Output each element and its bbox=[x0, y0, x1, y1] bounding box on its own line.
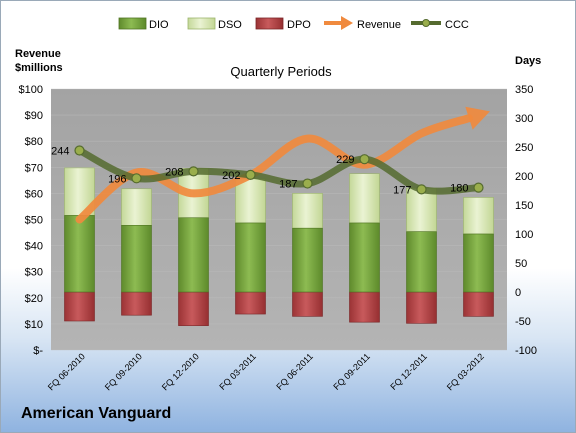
right-axis-tick-label: 100 bbox=[515, 229, 533, 241]
left-axis-title-line2: $millions bbox=[15, 62, 63, 74]
ccc-data-label: 180 bbox=[450, 183, 468, 195]
ccc-point bbox=[188, 166, 199, 177]
left-axis-tick-label: $100 bbox=[19, 84, 43, 96]
left-axis-tick-label: $90 bbox=[25, 110, 43, 122]
bar-dpo bbox=[235, 291, 266, 315]
right-axis-tick-label: 200 bbox=[515, 171, 533, 183]
right-axis-tick-label: -100 bbox=[515, 345, 537, 357]
category-label: FQ 09-2011 bbox=[331, 351, 372, 392]
ccc-point bbox=[359, 154, 370, 165]
right-axis-title: Days bbox=[515, 55, 541, 67]
bar-dso bbox=[121, 188, 152, 226]
bar-dio bbox=[406, 231, 437, 293]
bar-dpo bbox=[178, 291, 209, 326]
ccc-point bbox=[74, 145, 85, 156]
ccc-point bbox=[245, 169, 256, 180]
bar-dpo bbox=[406, 291, 437, 324]
bar-dso bbox=[292, 193, 323, 229]
legend-item-ccc: CCC bbox=[411, 19, 469, 31]
bar-dpo bbox=[292, 291, 323, 317]
bar-dio bbox=[178, 217, 209, 293]
category-label: FQ 03-2012 bbox=[445, 351, 486, 392]
company-name: American Vanguard bbox=[21, 405, 172, 422]
revenue-arrowhead-icon bbox=[465, 106, 490, 130]
right-axis-tick-label: 250 bbox=[515, 142, 533, 154]
category-label: FQ 12-2010 bbox=[160, 351, 201, 392]
legend-item-dio: DIO bbox=[118, 17, 169, 31]
right-axis-tick-label: 150 bbox=[515, 200, 533, 212]
ccc-data-label: 208 bbox=[165, 166, 183, 178]
left-axis-tick-label: $80 bbox=[25, 136, 43, 148]
ccc-point bbox=[473, 182, 484, 193]
bar-dso bbox=[349, 173, 380, 224]
right-axis-tick-label: 0 bbox=[515, 287, 521, 299]
ccc-data-label: 202 bbox=[222, 170, 240, 182]
right-axis-ticks: -100 -50 0 50 100 150 200 250 300 350 bbox=[515, 84, 537, 357]
legend-swatch-dpo bbox=[255, 17, 284, 30]
left-axis-tick-label: $10 bbox=[25, 319, 43, 331]
left-axis-tick-label: $30 bbox=[25, 267, 43, 279]
left-axis-tick-label: $40 bbox=[25, 241, 43, 253]
bar-dpo bbox=[121, 291, 152, 316]
bar-dpo bbox=[64, 291, 95, 322]
legend: DIO DSO DPO Revenue CCC bbox=[118, 16, 469, 31]
legend-swatch-dso bbox=[187, 17, 216, 30]
category-label: FQ 06-2010 bbox=[46, 351, 87, 392]
line-series bbox=[74, 106, 490, 224]
left-axis-tick-label: $60 bbox=[25, 188, 43, 200]
category-label: FQ 06-2011 bbox=[274, 351, 315, 392]
category-label: FQ 09-2010 bbox=[103, 351, 144, 392]
ccc-data-label: 244 bbox=[51, 145, 69, 157]
revenue-line bbox=[75, 114, 473, 224]
bar-dio bbox=[235, 222, 266, 293]
ccc-data-label: 187 bbox=[279, 179, 297, 191]
legend-arrow-revenue-icon bbox=[341, 16, 353, 30]
legend-label-dso: DSO bbox=[218, 19, 242, 31]
category-label: FQ 12-2011 bbox=[388, 351, 429, 392]
bar-dpo bbox=[463, 291, 494, 317]
bar-dio bbox=[463, 233, 494, 293]
right-axis-tick-label: 50 bbox=[515, 258, 527, 270]
bar-series bbox=[64, 167, 494, 326]
right-axis-tick-label: 300 bbox=[515, 113, 533, 125]
chart-title: Quarterly Periods bbox=[230, 64, 332, 79]
ccc-data-label: 177 bbox=[393, 184, 411, 196]
bar-dio bbox=[349, 222, 380, 293]
left-axis-tick-label: $70 bbox=[25, 162, 43, 174]
category-label: FQ 03-2011 bbox=[217, 351, 258, 392]
ccc-data-label: 196 bbox=[108, 173, 126, 185]
ccc-data-label: 229 bbox=[336, 154, 354, 166]
ccc-point bbox=[131, 173, 142, 184]
bar-dso bbox=[463, 197, 494, 235]
left-axis-tick-label: $- bbox=[33, 345, 43, 357]
legend-label-ccc: CCC bbox=[445, 19, 469, 31]
left-axis-tick-label: $50 bbox=[25, 215, 43, 227]
right-axis-tick-label: -50 bbox=[515, 316, 531, 328]
bar-dio bbox=[292, 227, 323, 293]
bar-dio bbox=[121, 225, 152, 293]
bar-dio bbox=[64, 215, 95, 293]
legend-item-dpo: DPO bbox=[255, 17, 311, 31]
bar-dpo bbox=[349, 291, 380, 323]
category-labels: FQ 06-2010 FQ 09-2010 FQ 12-2010 FQ 03-2011… bbox=[46, 351, 486, 392]
legend-label-revenue: Revenue bbox=[357, 19, 401, 31]
bar-dso bbox=[406, 187, 437, 232]
left-axis-ticks: $- $10 $20 $30 $40 $50 $60 $70 $80 $90 $100 bbox=[19, 84, 44, 357]
bar-dso bbox=[235, 178, 266, 224]
legend-marker-ccc bbox=[422, 19, 430, 27]
ccc-data-labels: 244 196 208 202 187 229 177 180 bbox=[51, 145, 468, 196]
legend-item-dso: DSO bbox=[187, 17, 242, 31]
legend-label-dpo: DPO bbox=[287, 19, 311, 31]
ccc-point bbox=[416, 184, 427, 195]
left-axis-title-line1: Revenue bbox=[15, 48, 61, 60]
right-axis-tick-label: 350 bbox=[515, 84, 533, 96]
legend-item-revenue: Revenue bbox=[324, 16, 401, 31]
left-axis-tick-label: $20 bbox=[25, 293, 43, 305]
legend-label-dio: DIO bbox=[149, 19, 169, 31]
legend-swatch-dio bbox=[118, 17, 147, 30]
ccc-point bbox=[302, 178, 313, 189]
